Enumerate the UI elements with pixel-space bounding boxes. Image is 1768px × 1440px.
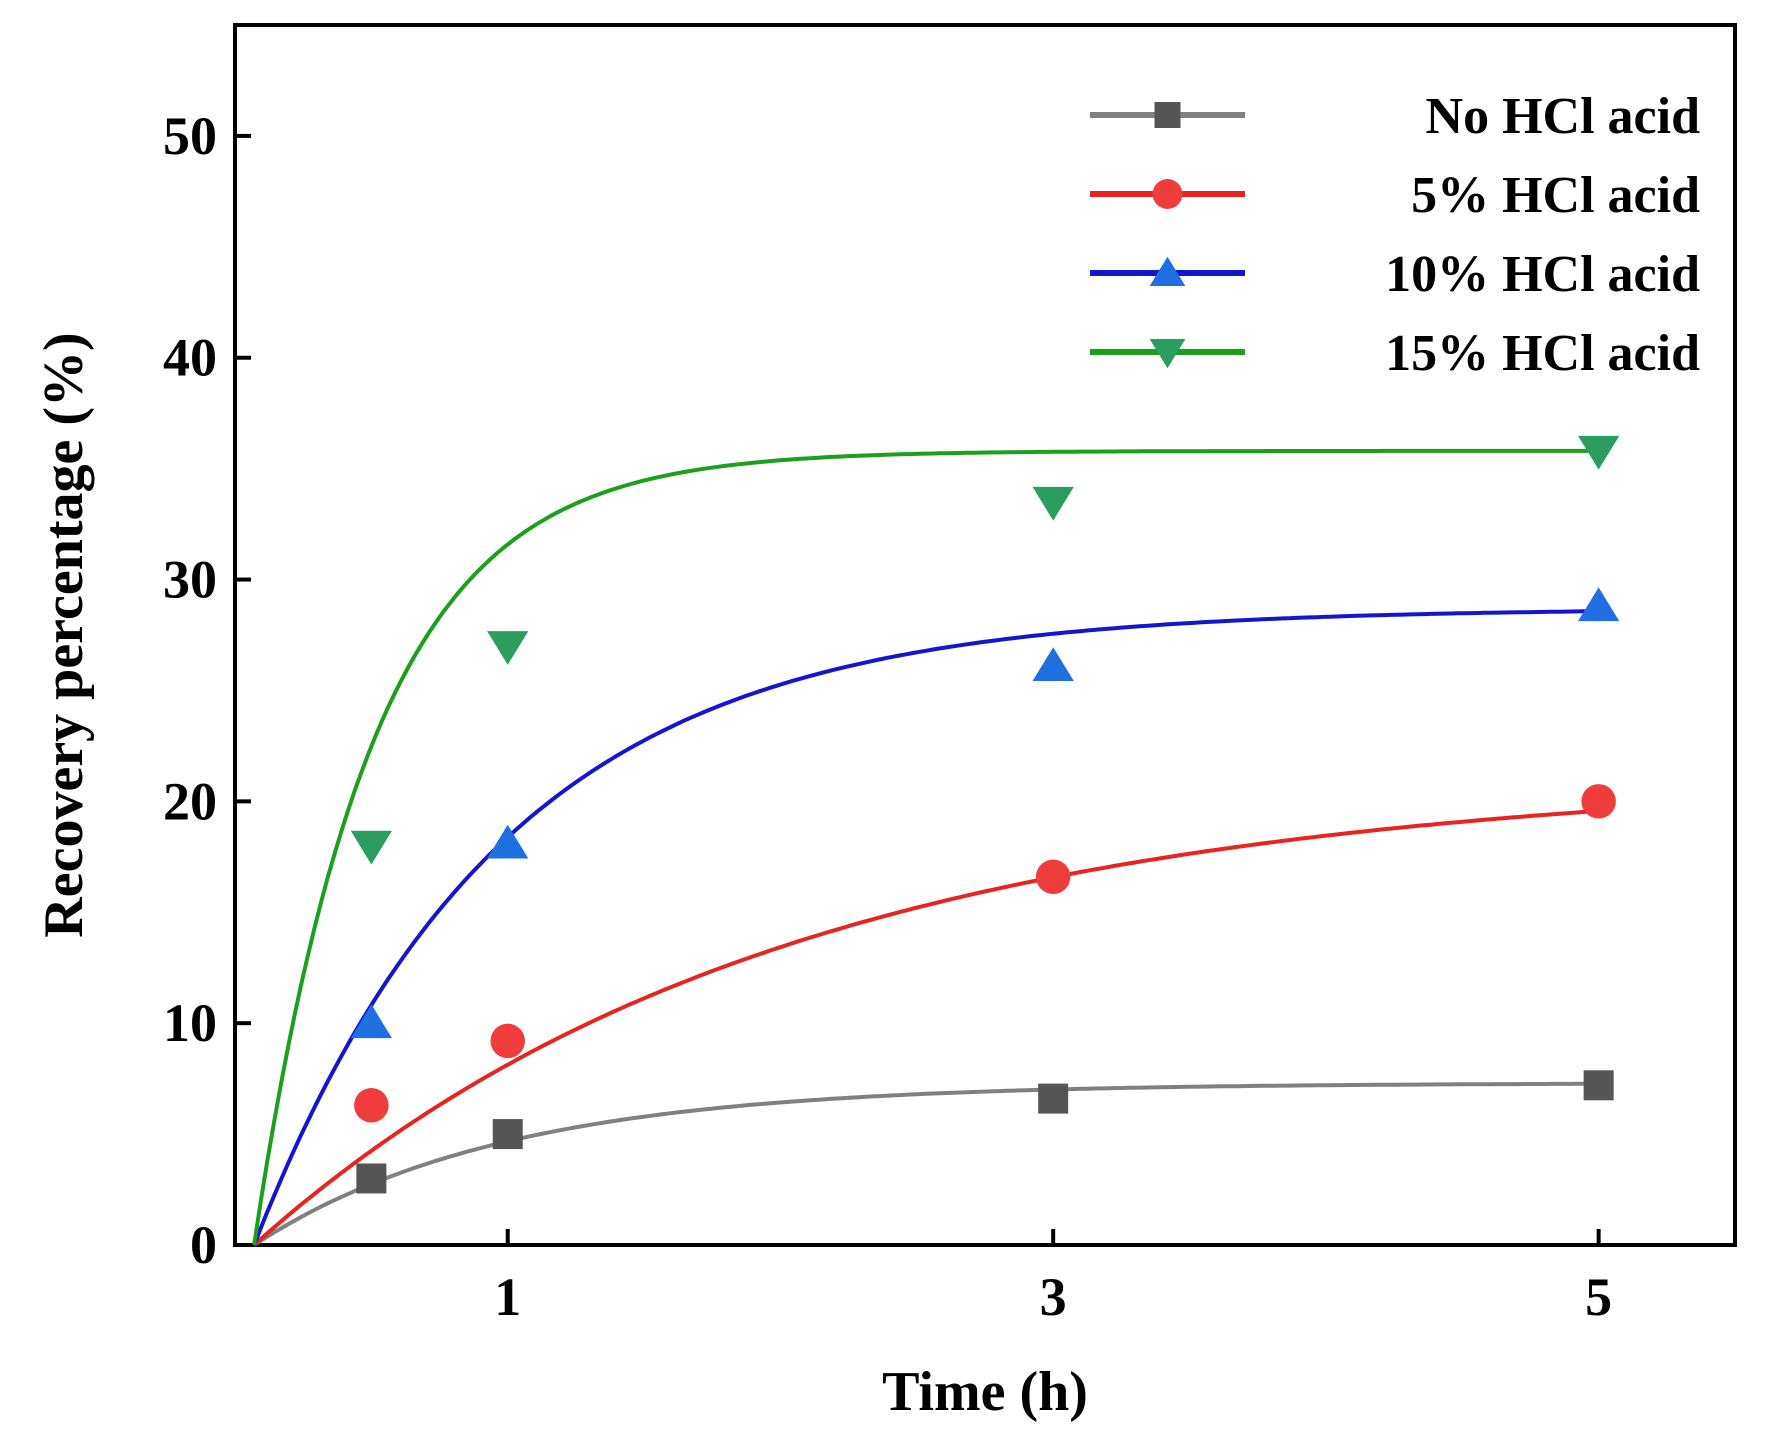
legend-label-0: No HCl acid	[1426, 88, 1701, 145]
fit-line-3	[252, 448, 1599, 1246]
plot-border	[233, 23, 1737, 1247]
data-point-1-1	[490, 1023, 525, 1059]
plot-frame	[233, 23, 1737, 1247]
data-point-2-3	[1578, 587, 1620, 622]
data-point-2-1	[487, 824, 529, 859]
data-point-2-0	[350, 1004, 392, 1039]
fit-lines	[252, 448, 1599, 1247]
fit-line-1	[252, 809, 1599, 1247]
x-tick-label: 5	[1585, 1267, 1612, 1327]
fit-line-0	[253, 1081, 1599, 1247]
legend-marker-0	[1154, 102, 1181, 128]
legend-label-2: 10% HCl acid	[1385, 246, 1700, 303]
legend-marker-1	[1152, 179, 1183, 209]
data-point-1-2	[1035, 859, 1071, 895]
data-point-1-3	[1581, 784, 1616, 819]
x-tick-label: 3	[1040, 1267, 1067, 1327]
data-point-3-0	[350, 830, 392, 865]
data-point-0-0	[356, 1163, 387, 1194]
fit-line-2	[252, 609, 1599, 1246]
y-tick-label: 50	[163, 106, 217, 166]
x-tick-label: 1	[494, 1267, 521, 1327]
data-point-3-3	[1578, 435, 1620, 470]
data-point-0-3	[1583, 1070, 1614, 1101]
legend: No HCl acid 5% HCl acid 10% HCl acid 15% HC…	[1090, 88, 1700, 382]
data-point-0-2	[1038, 1083, 1069, 1114]
y-tick-label: 40	[163, 328, 217, 388]
data-point-1-0	[354, 1088, 389, 1123]
y-axis: 0 10 20 30 40 50	[163, 106, 251, 1275]
data-point-2-2	[1032, 647, 1074, 682]
y-tick-label: 0	[190, 1215, 217, 1275]
data-point-0-1	[492, 1119, 523, 1150]
legend-label-3: 15% HCl acid	[1385, 325, 1700, 382]
data-point-3-1	[487, 631, 529, 665]
y-tick-label: 20	[163, 771, 217, 831]
y-tick-label: 10	[163, 993, 217, 1053]
legend-marker-3	[1149, 339, 1186, 369]
y-tick-label: 30	[163, 550, 217, 610]
data-markers	[350, 435, 1620, 1194]
y-axis-title: Recovery percentage (%)	[33, 332, 95, 937]
data-point-3-2	[1032, 486, 1074, 521]
legend-label-1: 5% HCl acid	[1411, 167, 1700, 224]
legend-marker-2	[1149, 256, 1186, 286]
x-axis: 1 3 5	[494, 1229, 1612, 1327]
x-axis-title: Time (h)	[882, 1361, 1088, 1423]
